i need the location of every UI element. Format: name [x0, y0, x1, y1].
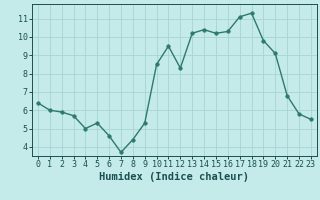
X-axis label: Humidex (Indice chaleur): Humidex (Indice chaleur)	[100, 172, 249, 182]
